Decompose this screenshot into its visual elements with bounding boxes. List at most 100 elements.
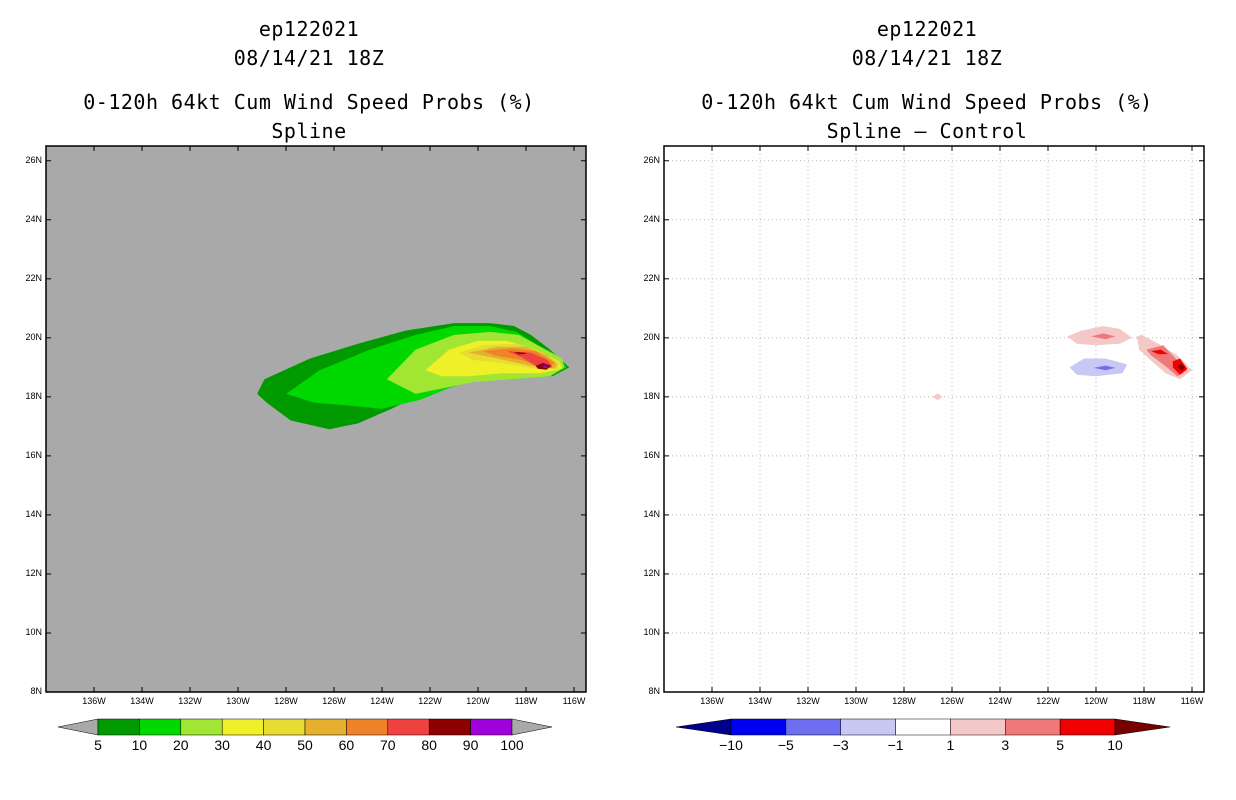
x-tick-label: 126W: [322, 696, 346, 706]
y-tick-label: 16N: [25, 449, 42, 460]
x-tick-label: 130W: [226, 696, 250, 706]
chart-title-line-3: 0-120h 64kt Cum Wind Speed Probs (%): [701, 90, 1153, 114]
contour-level-neg3-3: [1093, 365, 1116, 371]
chart-title-line-2: 08/14/21 18Z: [233, 46, 385, 70]
plot-frame-left: [45, 145, 587, 693]
colorbar-label: 20: [173, 737, 189, 753]
y-tick-label: 20N: [643, 331, 660, 342]
colorbar-label: 3: [1001, 737, 1010, 753]
colorbar-label: −3: [832, 737, 849, 753]
y-tick-label: 8N: [30, 686, 42, 696]
x-tick-label: 128W: [274, 696, 298, 706]
colorbar-swatch-4: [950, 718, 1006, 736]
y-tick-label: 24N: [643, 213, 660, 224]
chart-title-line-4: Spline – Control: [826, 119, 1028, 143]
y-tick-label: 24N: [25, 213, 42, 224]
contour-level-10-8: [1177, 363, 1185, 371]
colorbar-swatch-3: [221, 718, 264, 736]
y-tick-label: 14N: [643, 508, 660, 519]
x-tick-label: 126W: [940, 696, 964, 706]
plot-area-right: [664, 146, 1204, 692]
y-tick-label: 16N: [643, 449, 660, 460]
colorbar-label: 50: [297, 737, 313, 753]
colorbar-under-arrow: [57, 718, 99, 736]
plot-frame-right: [663, 145, 1205, 693]
x-tick-label: 136W: [82, 696, 106, 706]
colorbar-swatch-1: [785, 718, 841, 736]
colorbar-label: −5: [777, 737, 794, 753]
contour-level-90-10: [541, 365, 549, 369]
colorbar-swatch-7: [387, 718, 430, 736]
y-tick-label: 8N: [648, 686, 660, 696]
colorbar-label: 80: [421, 737, 437, 753]
colorbar-label: 10: [131, 737, 148, 753]
colorbar-label: 30: [214, 737, 230, 753]
colorbar-swatch-3: [895, 718, 951, 736]
y-tick-label: 26N: [25, 154, 42, 165]
x-tick-label: 132W: [796, 696, 820, 706]
x-tick-label: 116W: [562, 696, 586, 706]
chart-title-line-2: 08/14/21 18Z: [851, 46, 1003, 70]
x-tick-label: 120W: [466, 696, 490, 706]
y-tick-label: 18N: [25, 390, 42, 401]
chart-title-line-1: ep122021: [258, 17, 360, 41]
x-tick-label: 132W: [178, 696, 202, 706]
colorbar-over-arrow: [511, 718, 553, 736]
colorbar-swatch-1: [139, 718, 182, 736]
x-tick-label: 118W: [514, 696, 538, 706]
x-tick-label: 130W: [844, 696, 868, 706]
colorbar-label: 60: [338, 737, 355, 753]
chart-title-line-3: 0-120h 64kt Cum Wind Speed Probs (%): [83, 90, 535, 114]
contour-level-5-6: [1151, 349, 1168, 355]
colorbar-label: 40: [255, 737, 272, 753]
x-tick-label: 120W: [1084, 696, 1108, 706]
colorbar-label: 5: [94, 737, 102, 753]
x-tick-label: 122W: [1036, 696, 1060, 706]
colorbar-swatch-5: [304, 718, 347, 736]
y-tick-label: 12N: [25, 567, 42, 578]
y-tick-label: 26N: [643, 154, 660, 165]
contour-level-3-1: [1091, 333, 1116, 340]
colorbar-label: 1: [946, 737, 955, 753]
colorbar-label: 10: [1107, 737, 1123, 753]
y-tick-label: 10N: [643, 626, 660, 637]
y-tick-label: 20N: [25, 331, 42, 342]
x-tick-label: 134W: [748, 696, 772, 706]
contour-level-80-8: [514, 352, 528, 355]
x-tick-label: 136W: [700, 696, 724, 706]
colorbar-label: 5: [1056, 737, 1065, 753]
colorbar-swatch-2: [840, 718, 896, 736]
y-tick-label: 12N: [643, 567, 660, 578]
colorbar-over-arrow: [1114, 718, 1171, 736]
y-tick-label: 22N: [25, 272, 42, 283]
colorbar-label: −10: [719, 737, 743, 753]
x-tick-label: 134W: [130, 696, 154, 706]
y-tick-label: 22N: [643, 272, 660, 283]
colorbar-label: 100: [500, 737, 524, 753]
contour-level-1-9: [932, 393, 943, 401]
colorbar-label: −1: [887, 737, 904, 753]
colorbar-label: 90: [462, 737, 479, 753]
colorbar-swatch-8: [428, 718, 471, 736]
colorbar-swatch-4: [263, 718, 306, 736]
colorbar-swatch-0: [97, 718, 140, 736]
colorbar-swatch-2: [180, 718, 223, 736]
y-tick-label: 14N: [25, 508, 42, 519]
chart-title-line-1: ep122021: [876, 17, 978, 41]
colorbar-swatch-6: [346, 718, 389, 736]
colorbar-swatch-9: [470, 718, 513, 736]
colorbar-swatch-0: [730, 718, 787, 736]
x-tick-label: 128W: [892, 696, 916, 706]
x-tick-label: 116W: [1180, 696, 1204, 706]
y-tick-label: 10N: [25, 626, 42, 637]
colorbar-swatch-6: [1059, 718, 1116, 736]
x-tick-label: 124W: [988, 696, 1012, 706]
y-tick-label: 18N: [643, 390, 660, 401]
x-tick-label: 122W: [418, 696, 442, 706]
x-tick-label: 124W: [370, 696, 394, 706]
colorbar-swatch-5: [1005, 718, 1061, 736]
chart-title-line-4: Spline: [271, 119, 347, 143]
x-tick-label: 118W: [1132, 696, 1156, 706]
colorbar-under-arrow: [675, 718, 732, 736]
